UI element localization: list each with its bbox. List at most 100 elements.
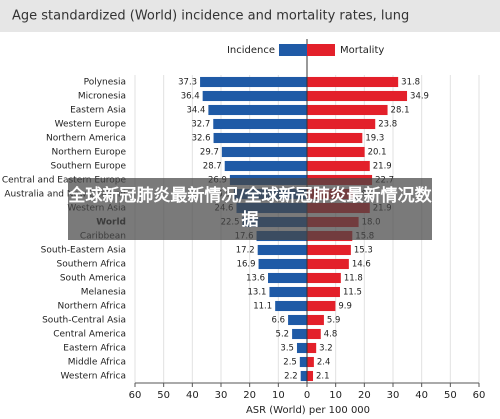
title-bar <box>0 0 500 32</box>
bar <box>258 258 307 270</box>
value-label: 2.4 <box>317 358 331 368</box>
bar <box>307 342 317 354</box>
value-label: 13.1 <box>248 288 267 298</box>
category-label: Northern Europe <box>52 148 127 158</box>
category-label: Northern America <box>46 134 126 144</box>
x-tick-label: 0 <box>304 390 310 401</box>
value-label: 2.5 <box>283 358 297 368</box>
bar <box>224 160 307 172</box>
bar <box>275 300 307 312</box>
bar <box>257 244 307 256</box>
value-label: 3.5 <box>280 344 294 354</box>
value-label: 21.9 <box>373 162 392 172</box>
category-label: Polynesia <box>84 78 126 88</box>
bar <box>213 118 307 130</box>
bar <box>307 90 408 102</box>
value-label: 31.8 <box>401 78 420 88</box>
value-label: 23.8 <box>378 120 397 130</box>
bar <box>307 146 365 158</box>
category-label: Western Europe <box>55 120 127 130</box>
bar <box>268 272 307 284</box>
value-label: 5.2 <box>276 330 290 340</box>
value-label: 36.4 <box>181 92 200 102</box>
bar <box>208 104 307 116</box>
category-label: Western Africa <box>61 372 126 382</box>
bar <box>307 76 399 88</box>
bar <box>307 286 340 298</box>
bar <box>292 328 307 340</box>
value-label: 34.4 <box>186 106 205 116</box>
bar <box>300 370 307 382</box>
category-label: South America <box>60 274 126 284</box>
value-label: 2.2 <box>284 372 298 382</box>
bar <box>307 272 341 284</box>
bar <box>307 314 324 326</box>
bar <box>288 314 307 326</box>
value-label: 11.5 <box>343 288 362 298</box>
category-label: Central America <box>53 330 126 340</box>
watermark: 全球新冠肺炎最新情况/全球新冠肺炎最新情况数据 <box>68 178 432 240</box>
bar <box>307 356 314 368</box>
x-tick-label: 50 <box>157 390 170 401</box>
x-tick-label: 10 <box>329 390 342 401</box>
x-tick-label: 30 <box>215 390 228 401</box>
bar <box>299 356 307 368</box>
value-label: 37.3 <box>178 78 197 88</box>
x-tick-label: 50 <box>444 390 457 401</box>
chart-title: Age standardized (World) incidence and m… <box>12 9 409 24</box>
value-label: 2.1 <box>316 372 330 382</box>
bar <box>202 90 307 102</box>
x-tick-label: 40 <box>415 390 428 401</box>
x-tick-label: 10 <box>272 390 285 401</box>
category-label: South-Central Asia <box>42 316 126 326</box>
category-label: Central and Eastern Europe <box>2 176 127 186</box>
bar <box>307 328 321 340</box>
value-label: 16.9 <box>237 260 256 270</box>
legend-label: Incidence <box>227 45 275 56</box>
x-tick-label: 30 <box>387 390 400 401</box>
value-label: 13.6 <box>246 274 265 284</box>
category-label: Micronesia <box>78 92 126 102</box>
category-label: Melanesia <box>81 288 126 298</box>
x-axis-title: ASR (World) per 100 000 <box>246 405 370 416</box>
value-label: 11.8 <box>344 274 363 284</box>
bar <box>307 132 363 144</box>
value-label: 32.7 <box>191 120 210 130</box>
legend-label: Mortality <box>340 45 384 56</box>
bar <box>307 370 314 382</box>
bar <box>269 286 307 298</box>
bar <box>200 76 307 88</box>
category-label: Eastern Asia <box>70 106 126 116</box>
x-tick-label: 60 <box>473 390 486 401</box>
category-label: Southern Europe <box>51 162 127 172</box>
value-label: 5.9 <box>327 316 341 326</box>
x-tick-label: 20 <box>358 390 371 401</box>
bar <box>307 244 351 256</box>
value-label: 14.6 <box>352 260 371 270</box>
category-label: Eastern Africa <box>63 344 126 354</box>
value-label: 17.2 <box>236 246 255 256</box>
value-label: 20.1 <box>368 148 387 158</box>
value-label: 32.6 <box>192 134 211 144</box>
category-label: Southern Africa <box>57 260 126 270</box>
category-label: South-Eastern Asia <box>41 246 126 256</box>
category-label: Australia and New Zealand <box>4 190 126 200</box>
bar <box>307 160 370 172</box>
bar <box>307 258 349 270</box>
bar <box>307 300 336 312</box>
bar <box>213 132 307 144</box>
value-label: 11.1 <box>253 302 272 312</box>
category-label: Middle Africa <box>68 358 126 368</box>
bar <box>307 118 376 130</box>
value-label: 4.8 <box>324 330 338 340</box>
value-label: 15.3 <box>354 246 373 256</box>
legend-swatch <box>279 44 307 56</box>
x-tick-label: 60 <box>129 390 142 401</box>
bar <box>296 342 307 354</box>
bar <box>307 104 388 116</box>
x-tick-label: 40 <box>186 390 199 401</box>
value-label: 34.9 <box>410 92 429 102</box>
bar <box>221 146 307 158</box>
category-label: Northern Africa <box>58 302 126 312</box>
